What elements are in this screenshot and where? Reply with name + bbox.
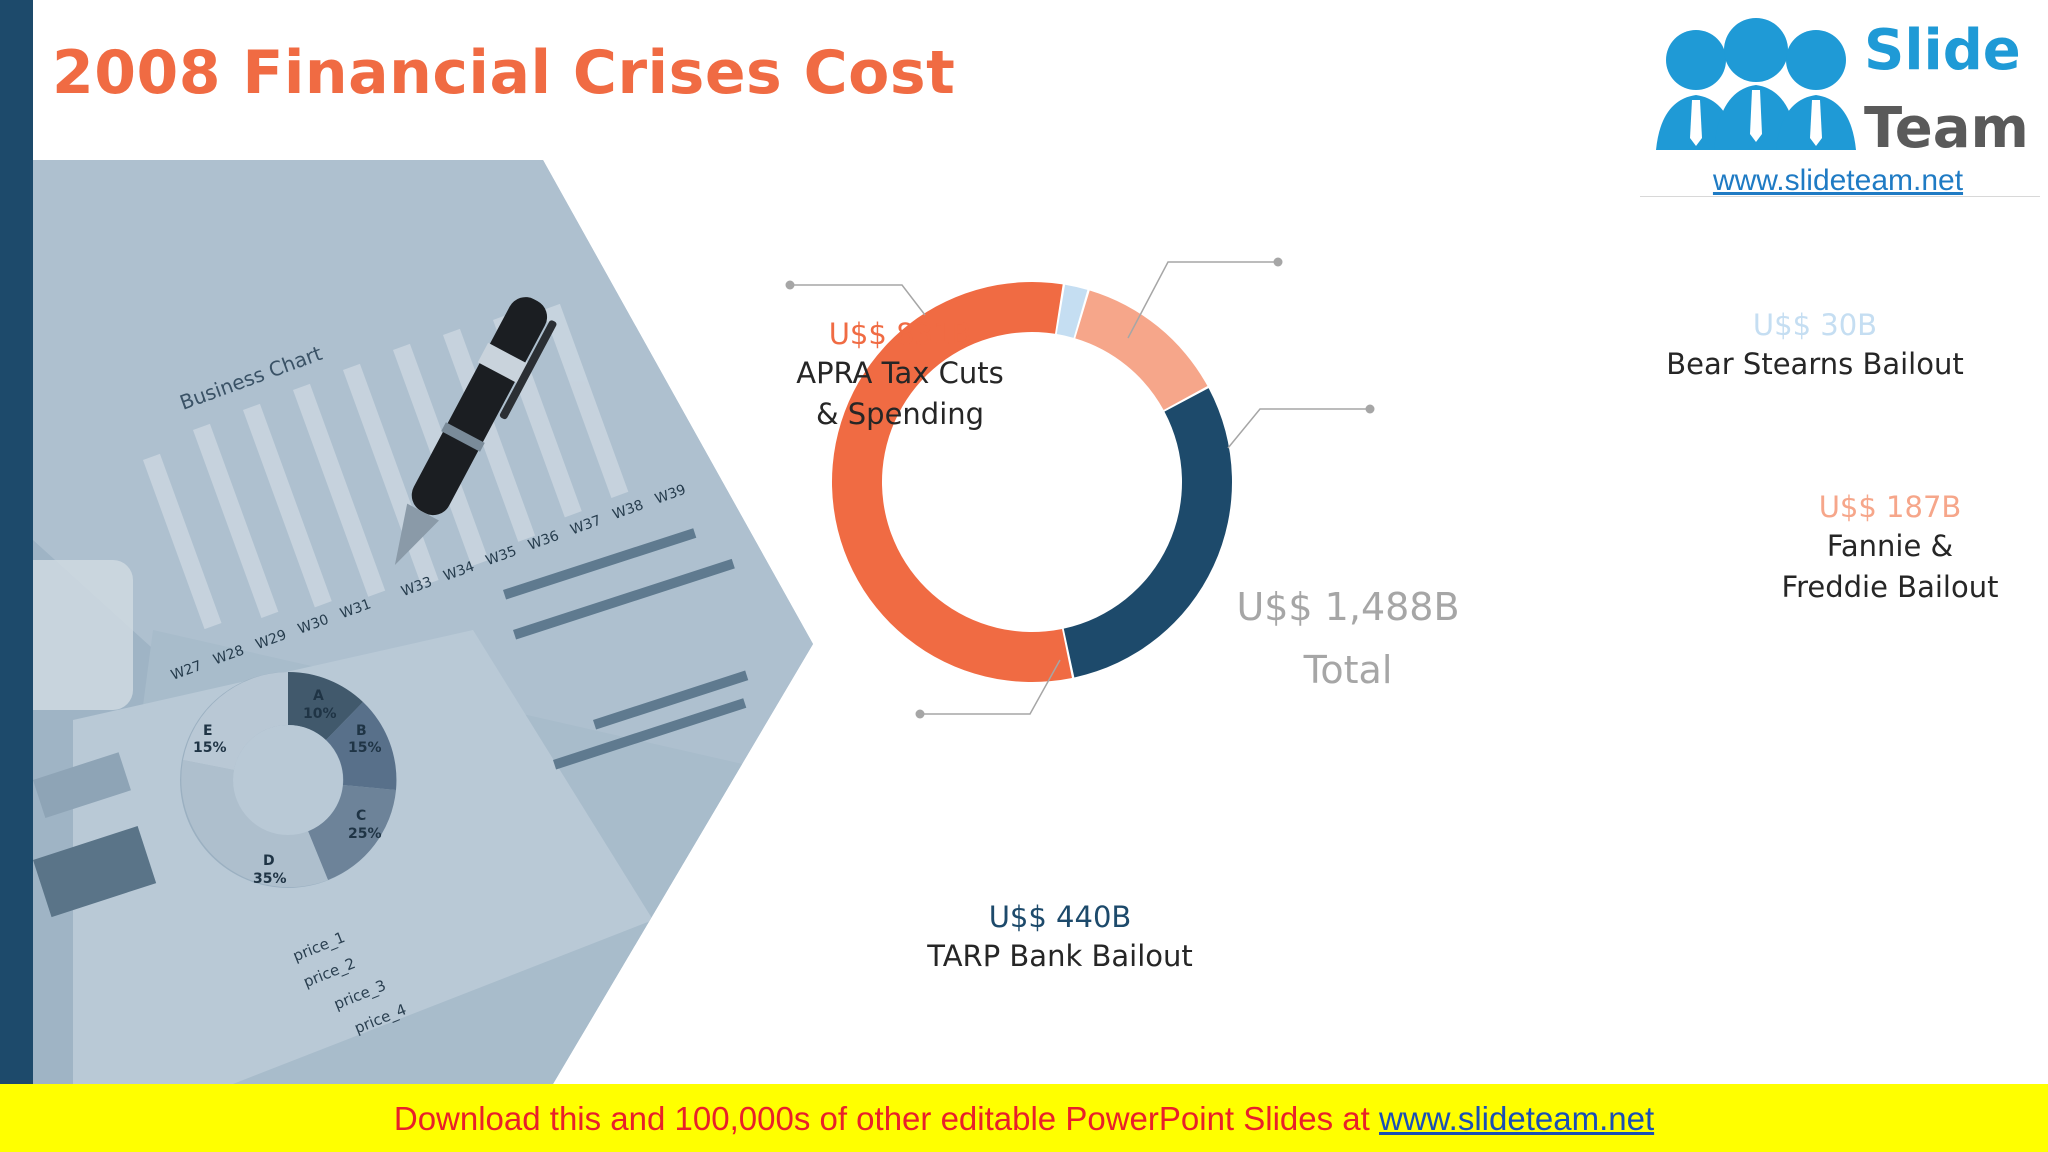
donut-slice bbox=[1056, 284, 1088, 338]
leader-line bbox=[920, 659, 1061, 715]
slice-value-label: U$$ 831B bbox=[828, 317, 972, 351]
leader-line bbox=[790, 284, 926, 316]
leader-dot bbox=[1365, 404, 1375, 414]
slice-name-line: & Spending bbox=[815, 397, 985, 431]
donut-slice bbox=[831, 282, 1072, 683]
label-bear-stearns: U$$ 30B Bear Stearns Bailout bbox=[1640, 306, 1990, 385]
photo-donut-letter: C bbox=[356, 808, 366, 824]
slice-name-line: Bear Stearns Bailout bbox=[1666, 347, 1964, 381]
logo-divider bbox=[1640, 196, 2040, 197]
logo-url-link[interactable]: www.slideteam.net bbox=[1712, 164, 1964, 197]
slice-value-label: U$$ 30B bbox=[1752, 308, 1878, 342]
download-banner: Download this and 100,000s of other edit… bbox=[0, 1084, 2048, 1152]
photo-donut-letter: E bbox=[203, 723, 213, 739]
photo-donut-letter: B bbox=[356, 723, 367, 739]
label-apra: U$$ 831B APRA Tax Cuts & Spending bbox=[750, 315, 1050, 435]
photo-donut-pct: 10% bbox=[303, 706, 337, 722]
slice-name-line: Fannie & bbox=[1826, 529, 1954, 563]
leader-line bbox=[1227, 408, 1370, 449]
photo-donut-letter: D bbox=[263, 853, 275, 869]
slice-name-line: TARP Bank Bailout bbox=[927, 939, 1193, 973]
banner-text: Download this and 100,000s of other edit… bbox=[0, 1100, 2048, 1138]
leader-dot bbox=[1273, 257, 1283, 267]
donut-total-value: U$$ 1,488B bbox=[1236, 585, 1460, 629]
donut-slice bbox=[1063, 388, 1232, 678]
photo-donut-pct: 35% bbox=[253, 871, 287, 887]
leader-dot bbox=[785, 280, 795, 290]
photo-donut-pct: 25% bbox=[348, 826, 382, 842]
business-chart-photo: W27 W28 W29 W30 W31 W33 W34 W35 W36 W37 … bbox=[33, 160, 813, 1084]
slice-value-label: U$$ 187B bbox=[1818, 490, 1962, 524]
slice-name-line: Freddie Bailout bbox=[1781, 570, 1999, 604]
photo-donut-letter: A bbox=[313, 688, 324, 704]
logo-word-team: Team bbox=[1864, 96, 2029, 161]
label-fannie-freddie: U$$ 187B Fannie & Freddie Bailout bbox=[1730, 488, 2048, 608]
slideteam-logo: Slide Team www.slideteam.net bbox=[1640, 0, 2040, 200]
photo-donut-pct: 15% bbox=[193, 740, 227, 756]
photo-donut-pct: 15% bbox=[348, 740, 382, 756]
leader-dot bbox=[915, 709, 925, 719]
banner-link[interactable]: www.slideteam.net bbox=[1379, 1100, 1655, 1137]
banner-message: Download this and 100,000s of other edit… bbox=[393, 1100, 1379, 1137]
left-accent-bar bbox=[0, 0, 33, 1084]
people-logo-icon bbox=[1656, 18, 1856, 150]
slice-name-line: APRA Tax Cuts bbox=[796, 356, 1004, 390]
donut-total-label: Total bbox=[1303, 648, 1393, 692]
slice-value-label: U$$ 440B bbox=[988, 900, 1132, 934]
slide-title: 2008 Financial Crises Cost bbox=[52, 38, 956, 108]
label-tarp: U$$ 440B TARP Bank Bailout bbox=[905, 898, 1215, 977]
leader-line bbox=[1127, 261, 1278, 339]
donut-slice bbox=[1075, 290, 1208, 411]
logo-word-slide: Slide bbox=[1864, 18, 2021, 83]
